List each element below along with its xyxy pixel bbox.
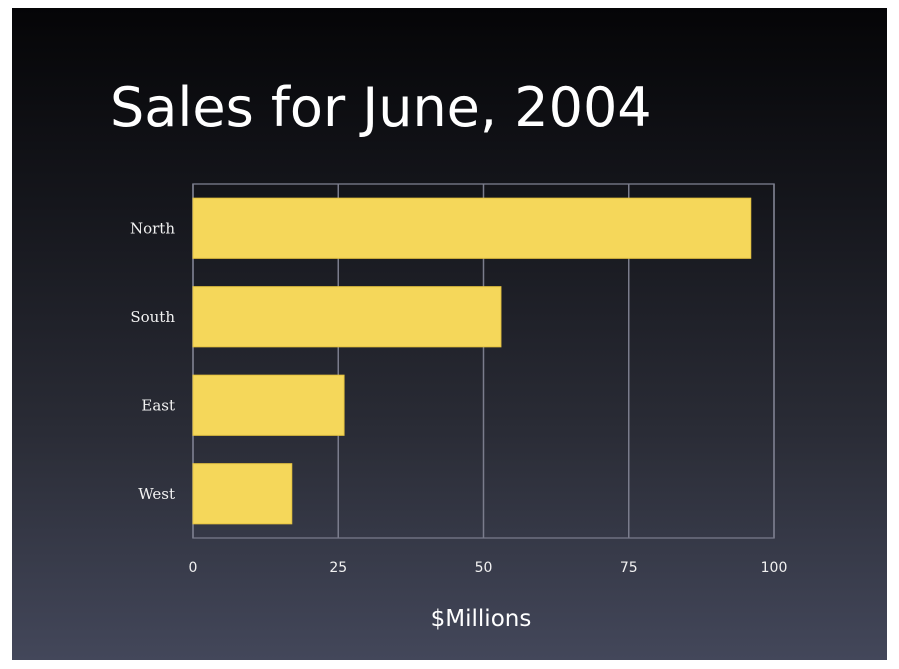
x-tick-label: 100	[761, 560, 788, 576]
bars	[192, 197, 752, 525]
x-tick-label: 0	[189, 560, 198, 576]
x-tick-label: 75	[620, 560, 638, 576]
slide: Sales for June, 2004 North South East West …	[12, 8, 887, 660]
category-label-south: South	[130, 308, 175, 326]
bar-north	[192, 197, 752, 259]
category-label-north: North	[130, 219, 175, 237]
bar-east	[192, 374, 345, 436]
category-label-east: East	[141, 396, 175, 414]
category-label-west: West	[138, 485, 175, 503]
x-tick-label: 50	[475, 560, 493, 576]
bar-chart: North South East West 0 25 50 75 100 $Millions	[130, 183, 788, 632]
x-axis-title: $Millions	[431, 606, 532, 632]
x-tick-label: 25	[329, 560, 347, 576]
category-labels: North South East West	[130, 219, 175, 503]
tick-labels: 0 25 50 75 100	[189, 560, 788, 576]
chart-title: Sales for June, 2004	[110, 76, 652, 139]
bar-west	[192, 463, 293, 525]
bar-south	[192, 286, 502, 348]
